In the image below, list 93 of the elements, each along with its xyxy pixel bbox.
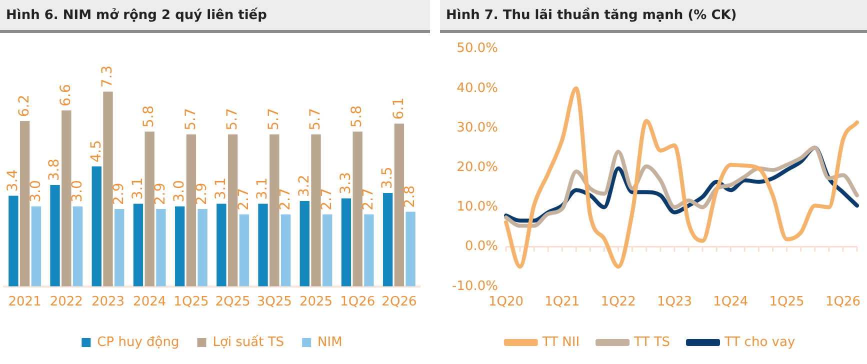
bar: [300, 201, 310, 286]
bar: [406, 212, 416, 286]
data-label: 3.4: [5, 169, 22, 192]
bar: [311, 134, 321, 286]
data-label: 5.7: [308, 108, 324, 130]
x-tick-label: 2025: [299, 294, 333, 310]
bar: [174, 206, 185, 286]
bar: [114, 209, 124, 286]
legend-label: CP huy động: [97, 334, 180, 350]
data-label: 3.2: [296, 174, 312, 198]
bar: [341, 198, 352, 286]
legend-label: TT TS: [633, 334, 670, 350]
data-label: 7.3: [100, 65, 116, 88]
data-label: 6.6: [58, 84, 74, 106]
data-label: 2.7: [319, 188, 336, 210]
legend-label: TT NII: [541, 334, 580, 350]
bar: [186, 134, 196, 286]
bar: [20, 121, 30, 286]
data-label: 6.2: [16, 94, 32, 118]
bar: [156, 209, 166, 286]
x-tick-label: 1Q25: [174, 294, 209, 310]
y-tick-label: 10.0%: [456, 200, 498, 215]
y-tick-label: 50.0%: [456, 41, 498, 56]
x-tick-label: 1Q24: [713, 294, 748, 310]
x-tick-label: 2Q25: [215, 294, 250, 310]
data-label: 5.8: [349, 105, 366, 128]
bar: [50, 185, 60, 286]
bar: [31, 206, 42, 286]
bar: [72, 206, 83, 286]
data-label: 3.0: [171, 180, 188, 202]
x-tick-label: 1Q21: [544, 294, 580, 310]
data-label: 3.8: [46, 158, 63, 182]
bar: [144, 132, 154, 286]
bar: [8, 196, 18, 286]
data-label: 3.0: [69, 180, 86, 202]
legend-label: Lợi suất TS: [212, 334, 284, 350]
bar: [258, 204, 268, 286]
data-label: 6.1: [390, 97, 407, 120]
chart-title: Hình 7. Thu lãi thuần tăng mạnh (% CK): [440, 0, 867, 33]
bar: [352, 132, 362, 286]
x-tick-label: 1Q26: [340, 294, 376, 310]
data-label: 2.8: [402, 185, 418, 208]
x-tick-label: 1Q22: [600, 294, 636, 310]
bar: [228, 134, 238, 286]
y-tick-label: 30.0%: [456, 120, 498, 136]
data-label: 3.1: [130, 177, 146, 200]
y-tick-label: -10.0%: [452, 278, 498, 294]
data-label: 2.7: [360, 188, 377, 210]
x-tick-label: 1Q26: [825, 294, 860, 310]
x-tick-label: 2021: [8, 294, 42, 310]
data-label: 5.7: [266, 108, 282, 130]
data-label: 3.1: [213, 177, 230, 200]
data-label: 3.5: [379, 166, 396, 190]
bar: [103, 92, 113, 286]
bar: [216, 204, 226, 286]
bar: [239, 214, 250, 286]
data-label: 5.8: [141, 105, 158, 128]
x-tick-label: 2Q26: [382, 294, 417, 310]
bar: [133, 204, 144, 286]
data-label: 3.3: [338, 172, 354, 194]
y-tick-label: 0.0%: [464, 239, 498, 254]
line-series: [504, 86, 859, 269]
bar: [92, 166, 102, 286]
bar: [280, 214, 291, 286]
chart-title: Hình 6. NIM mở rộng 2 quý liên tiếp: [0, 0, 430, 33]
data-label: 3.1: [254, 177, 271, 200]
data-label: 4.5: [88, 140, 104, 162]
x-tick-label: 3Q25: [256, 294, 292, 310]
x-tick-label: 1Q20: [488, 294, 524, 310]
bar: [322, 214, 332, 286]
x-tick-label: 2022: [50, 294, 83, 310]
bar: [382, 193, 393, 286]
x-tick-label: 2023: [91, 294, 125, 310]
y-tick-label: 40.0%: [456, 80, 498, 96]
bar: [394, 124, 404, 286]
x-tick-label: 1Q23: [656, 294, 692, 310]
bar: [62, 110, 72, 286]
data-label: 2.7: [277, 188, 294, 210]
x-tick-label: 2024: [133, 294, 166, 310]
legend-label: TT cho vay: [724, 334, 796, 350]
data-label: 5.7: [182, 108, 199, 130]
data-label: 2.9: [111, 182, 128, 206]
bar: [364, 214, 374, 286]
bar: [270, 134, 280, 286]
legend-label: NIM: [318, 334, 342, 350]
data-label: 2.7: [236, 188, 252, 210]
x-tick-label: 1Q25: [769, 294, 804, 310]
bar: [198, 209, 208, 286]
data-label: 2.9: [194, 182, 210, 206]
y-tick-label: 20.0%: [456, 160, 498, 175]
data-label: 3.0: [28, 180, 44, 202]
data-label: 2.9: [152, 182, 169, 206]
data-label: 5.7: [224, 108, 240, 130]
